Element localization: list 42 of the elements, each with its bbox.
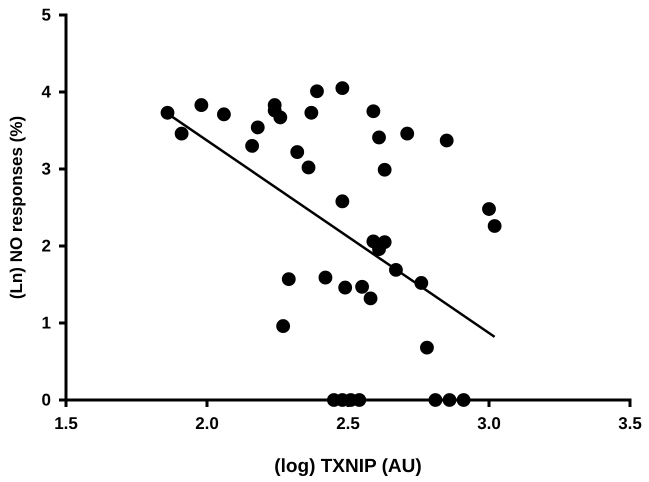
point [194, 98, 208, 112]
point [217, 107, 231, 122]
y-tick-label: 3 [42, 159, 51, 178]
point [304, 106, 318, 120]
y-tick-label: 5 [42, 5, 51, 24]
x-axis-title: (log) TXNIP (AU) [274, 456, 422, 477]
y-axis-title: (Ln) NO responses (%) [7, 116, 26, 300]
point [335, 81, 350, 96]
point [302, 160, 316, 174]
point [318, 270, 332, 284]
point [355, 280, 370, 294]
point [378, 162, 392, 177]
point [366, 104, 380, 118]
point [442, 393, 456, 407]
y-tick-label: 4 [42, 82, 52, 102]
point [482, 202, 496, 216]
point [364, 291, 378, 306]
x-tick-label: 3.0 [477, 414, 501, 434]
point [276, 319, 290, 333]
point [282, 272, 296, 286]
point [290, 145, 304, 159]
y-tick-label: 0 [42, 390, 51, 410]
y-tick-label: 2 [42, 236, 51, 256]
x-tick-label: 3.5 [618, 414, 642, 434]
y-tick-label: 1 [42, 313, 51, 332]
point [250, 120, 265, 134]
point [400, 126, 414, 140]
x-tick-label: 2.0 [195, 414, 219, 434]
point [440, 134, 454, 148]
point [372, 130, 386, 144]
x-tick-label: 1.5 [54, 414, 78, 434]
point [273, 110, 288, 124]
x-tick-label: 2.5 [336, 414, 360, 434]
point [338, 280, 352, 294]
point [335, 194, 350, 208]
point [456, 393, 471, 407]
point [420, 340, 434, 355]
point [488, 219, 502, 233]
point [245, 139, 260, 153]
point [310, 84, 324, 98]
point [428, 393, 442, 407]
point [174, 126, 189, 140]
